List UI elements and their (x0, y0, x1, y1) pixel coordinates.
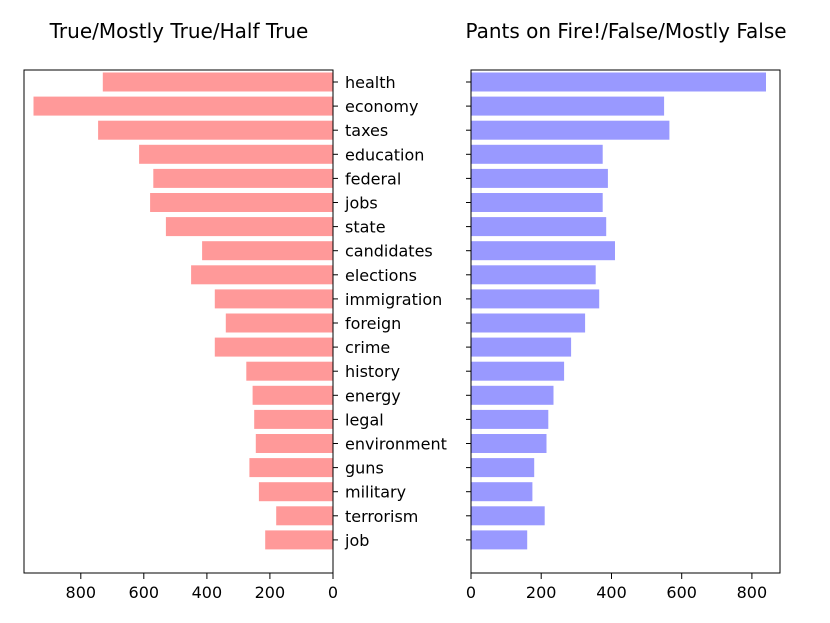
category-label-legal: legal (345, 410, 384, 429)
category-label-candidates: candidates (345, 242, 433, 261)
category-label-history: history (345, 362, 400, 381)
left-bar-state (165, 217, 333, 237)
right-bars-group (471, 72, 766, 550)
right-chart-title: Pants on Fire!/False/Mostly False (465, 19, 786, 43)
right-bar-environment (471, 434, 547, 453)
left-x-axis: 0 200 400 600 800 (66, 573, 338, 602)
right-xtick-label: 800 (737, 583, 768, 602)
right-bar-taxes (471, 120, 670, 140)
right-xtick-label: 600 (666, 583, 697, 602)
category-label-health: health (345, 73, 396, 92)
category-label-job: job (344, 531, 369, 550)
category-label-environment: environment (345, 435, 447, 454)
category-label-elections: elections (345, 266, 417, 285)
left-bar-legal (254, 409, 333, 429)
right-xtick-label: 400 (596, 583, 627, 602)
category-label-guns: guns (345, 459, 384, 478)
right-bar-elections (471, 265, 596, 285)
right-bar-economy (471, 96, 665, 116)
right-bar-immigration (471, 289, 600, 309)
left-bar-immigration (214, 289, 333, 309)
right-bar-foreign (471, 313, 586, 333)
left-xtick-label: 200 (255, 583, 286, 602)
category-label-economy: economy (345, 97, 418, 116)
category-label-education: education (345, 145, 424, 164)
left-bar-elections (191, 265, 333, 285)
right-bar-job (471, 530, 528, 550)
left-bars-group (33, 72, 334, 550)
left-bar-guns (249, 458, 333, 478)
left-xtick-label: 800 (66, 583, 97, 602)
category-label-terrorism: terrorism (345, 507, 418, 526)
left-bar-health (102, 72, 333, 92)
right-bar-candidates (471, 241, 615, 261)
left-bar-crime (214, 337, 333, 357)
right-bar-military (471, 482, 533, 502)
left-bar-candidates (202, 241, 333, 261)
category-label-crime: crime (345, 338, 390, 357)
right-xtick-label: 200 (526, 583, 557, 602)
left-xtick-label: 0 (328, 583, 338, 602)
left-bar-taxes (98, 120, 333, 140)
left-xtick-label: 400 (192, 583, 223, 602)
right-x-axis: 0 200 400 600 800 (466, 573, 767, 602)
left-chart-title: True/Mostly True/Half True (49, 19, 309, 43)
left-bar-energy (252, 385, 333, 405)
left-xtick-label: 600 (129, 583, 160, 602)
category-label-foreign: foreign (345, 314, 401, 333)
right-bar-legal (471, 409, 549, 429)
left-bar-history (246, 361, 333, 381)
left-bar-job (265, 530, 333, 550)
left-bar-terrorism (276, 506, 333, 526)
left-bar-economy (33, 96, 333, 116)
category-label-state: state (345, 218, 386, 237)
right-bar-crime (471, 337, 572, 357)
right-bar-terrorism (471, 506, 545, 526)
category-label-jobs: jobs (344, 194, 378, 213)
right-xtick-label: 0 (466, 583, 476, 602)
right-bar-state (471, 217, 607, 237)
right-plot-frame (470, 69, 781, 574)
right-bar-education (471, 144, 603, 164)
right-bar-guns (471, 458, 535, 478)
right-bar-history (471, 361, 565, 381)
right-bar-jobs (471, 193, 603, 212)
category-label-immigration: immigration (345, 290, 442, 309)
category-label-military: military (345, 483, 406, 502)
left-bar-environment (255, 434, 334, 453)
left-bar-jobs (150, 193, 333, 212)
left-plot-frame (23, 69, 334, 574)
left-bar-education (139, 144, 333, 164)
right-bar-energy (471, 385, 554, 405)
category-label-energy: energy (345, 386, 401, 405)
category-labels-group: health economy taxes education federal jobs st… (333, 73, 471, 550)
category-label-taxes: taxes (345, 121, 388, 140)
right-bar-health (471, 72, 766, 92)
right-bar-federal (471, 168, 608, 188)
left-bar-federal (153, 168, 333, 188)
category-label-federal: federal (345, 169, 401, 188)
left-bar-foreign (225, 313, 333, 333)
left-bar-military (258, 482, 333, 502)
